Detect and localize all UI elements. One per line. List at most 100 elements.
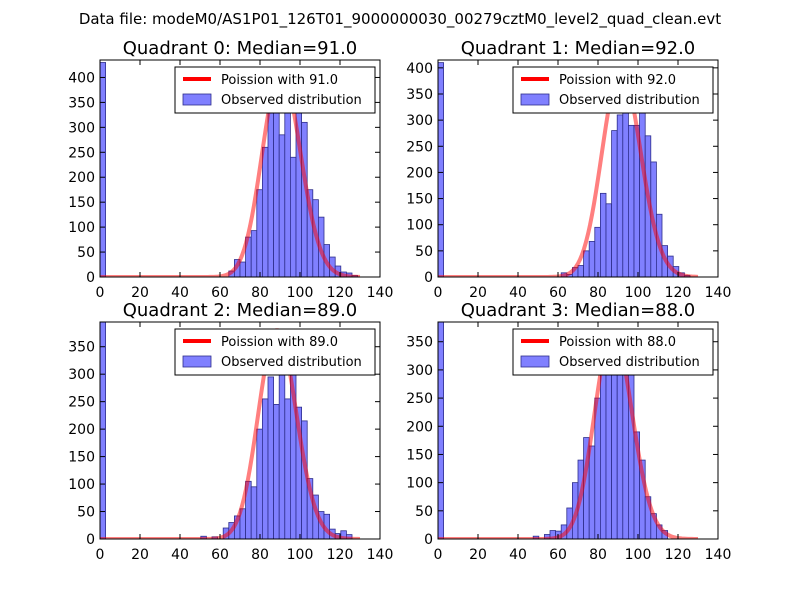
legend: Poission with 89.0 Observed distribution [174,328,376,376]
x-tick-label: 40 [171,285,189,301]
histogram-bar [577,265,584,277]
x-tick-label: 0 [96,547,105,563]
x-tick-label: 100 [625,285,652,301]
histogram-bar [273,404,280,539]
x-tick-label: 40 [171,547,189,563]
histogram-bar [267,376,274,539]
panel-quadrant-1: 0 20 40 60 80 100 120 140 0 50 100 150 200 250 300 350 4… [406,38,731,301]
histogram-bar [278,346,286,539]
x-tick-label: 0 [434,285,443,301]
legend-bar-label: Observed distribution [559,93,700,108]
legend-bar-label: Observed distribution [559,355,700,370]
histogram-bar [438,322,444,539]
x-tick-label: 0 [434,547,443,563]
y-tick-label: 100 [406,218,433,234]
histogram-bar [261,398,269,539]
x-tick-label: 60 [211,547,229,563]
legend-bar-label: Observed distribution [221,93,362,108]
poisson-curve [438,67,699,277]
y-tick-label: 100 [68,220,95,236]
x-tick-label: 140 [367,285,394,301]
y-tick-label: 250 [68,145,95,161]
y-tick-label: 250 [406,139,433,155]
y-tick-label: 200 [406,419,433,435]
legend-line-label: Poission with 91.0 [221,73,338,88]
y-tick-label: 400 [68,70,95,86]
histogram-bar [256,428,263,539]
histogram-bar [267,111,274,277]
histogram-bar [616,369,624,539]
y-tick-label: 200 [406,165,433,181]
histogram-bar [611,352,618,539]
panel-title: Quadrant 2: Median=89.0 [123,300,358,321]
panels: 0 20 40 60 80 100 120 1400501001502002503003504… [68,38,731,563]
histogram-bar [100,322,106,539]
histogram-bar [583,250,590,277]
panel-quadrant-3: 0 20 40 60 80 100 120 140 0 50 100 150 200 250 300 350 Q… [406,300,731,563]
y-tick-label: 200 [68,170,95,186]
y-tick-label: 300 [406,363,433,379]
histogram-bar [284,398,291,539]
histogram-bar [100,62,106,277]
histogram-bar [250,230,258,277]
x-tick-label: 140 [705,285,732,301]
x-tick-label: 140 [705,547,732,563]
axes-frame [437,321,719,540]
legend-bar-swatch [520,355,550,368]
panel-title: Quadrant 0: Median=91.0 [123,38,358,59]
x-tick-label: 100 [625,547,652,563]
histogram-bar [438,62,444,277]
x-tick-label: 120 [327,547,354,563]
histogram-bar [616,114,624,277]
histogram-bar [628,349,635,539]
legend: Poission with 91.0 Observed distribution [174,66,376,114]
histogram-bar [289,156,297,277]
y-tick-label: 150 [68,195,95,211]
y-tick-label: 0 [424,270,433,286]
panel-quadrant-0: 0 20 40 60 80 100 120 140 0 50 100 150 200 250 300 350 4… [68,38,393,301]
x-tick-label: 80 [251,285,269,301]
x-tick-label: 20 [131,547,149,563]
axes-frame [99,59,381,278]
y-tick-label: 0 [424,532,433,548]
x-tick-label: 20 [131,285,149,301]
x-tick-label: 60 [211,285,229,301]
x-tick-label: 80 [589,547,607,563]
x-tick-label: 120 [665,285,692,301]
histogram-bar [600,372,607,539]
y-tick-label: 250 [68,395,95,411]
poisson-curve [438,329,699,539]
panel-title: Quadrant 1: Median=92.0 [461,38,696,59]
x-tick-label: 100 [287,547,314,563]
y-tick-label: 150 [68,450,95,466]
legend-bar-swatch [182,355,212,368]
x-tick-label: 120 [327,285,354,301]
histogram-bar [588,241,596,277]
y-tick-label: 50 [77,245,95,261]
y-tick-label: 300 [68,120,95,136]
x-tick-label: 40 [509,285,527,301]
histogram-bar [239,261,246,277]
y-tick-label: 0 [86,270,95,286]
x-tick-label: 80 [251,547,269,563]
y-tick-label: 150 [406,447,433,463]
y-tick-label: 350 [68,95,95,111]
histogram-bar [261,146,269,277]
x-tick-label: 120 [665,547,692,563]
histogram-bar [588,445,596,539]
histogram-bar [273,106,280,277]
histogram-bar [605,203,612,277]
y-tick-label: 0 [86,532,95,548]
y-tick-label: 300 [68,367,95,383]
legend-line-label: Poission with 92.0 [559,73,676,88]
x-tick-label: 60 [549,285,567,301]
legend-line-label: Poission with 89.0 [221,335,338,350]
legend-line-label: Poission with 88.0 [559,335,676,350]
y-tick-label: 350 [406,87,433,103]
legend-bar-swatch [520,93,550,106]
y-tick-label: 50 [415,244,433,260]
axes-frame [99,321,381,540]
histogram-bar [628,124,635,277]
y-tick-label: 100 [406,476,433,492]
